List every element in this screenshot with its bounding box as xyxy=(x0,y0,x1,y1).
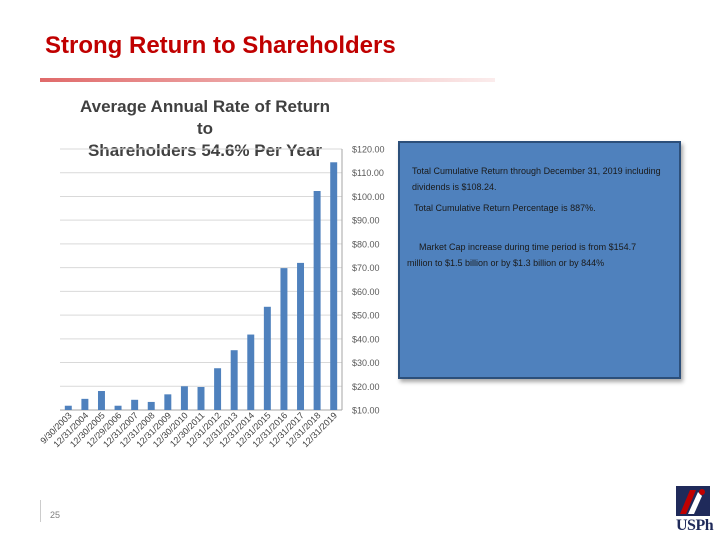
title-rule xyxy=(40,78,495,82)
note-market-cap: Market Cap increase during time period i… xyxy=(407,242,637,268)
y-tick-label: $50.00 xyxy=(352,311,380,321)
y-tick-label: $60.00 xyxy=(352,287,380,297)
page-number: 25 xyxy=(50,510,61,520)
bar xyxy=(180,386,188,410)
bar xyxy=(230,350,238,410)
chart-title-line-1: Average Annual Rate of Return to xyxy=(79,97,330,138)
bar xyxy=(81,398,89,410)
bar xyxy=(297,262,305,410)
y-tick-label: $90.00 xyxy=(352,216,380,226)
logo-text: USPh xyxy=(676,517,714,534)
y-tick-label: $100.00 xyxy=(352,192,385,202)
note-box: Total Cumulative Return through December… xyxy=(398,141,681,379)
bar xyxy=(263,306,271,410)
y-tick-label: $20.00 xyxy=(352,382,380,392)
bar xyxy=(131,399,139,410)
bar xyxy=(147,401,155,410)
footer-divider xyxy=(40,500,41,522)
bar xyxy=(97,391,105,410)
y-tick-label: $70.00 xyxy=(352,263,380,273)
y-tick-label: $80.00 xyxy=(352,239,380,249)
chart-title-line-2: Shareholders 54.6% Per Year xyxy=(87,141,323,160)
y-tick-label: $30.00 xyxy=(352,358,380,368)
y-tick-label: $120.00 xyxy=(352,145,385,155)
note-total-return: Total Cumulative Return through December… xyxy=(412,166,661,192)
note-return-percentage: Total Cumulative Return Percentage is 88… xyxy=(414,203,596,213)
bar xyxy=(280,268,288,410)
bar xyxy=(330,162,338,410)
bar xyxy=(114,405,122,410)
bar xyxy=(164,394,172,410)
usph-logo-icon xyxy=(676,486,710,516)
y-tick-label: $40.00 xyxy=(352,334,380,344)
chart-title: Average Annual Rate of Return to Shareho… xyxy=(70,96,340,162)
y-tick-label: $10.00 xyxy=(352,406,380,416)
bar xyxy=(214,368,222,410)
bar xyxy=(247,334,255,410)
y-tick-label: $110.00 xyxy=(352,168,384,178)
slide-title: Strong Return to Shareholders xyxy=(45,32,396,59)
bar xyxy=(197,386,205,410)
bar xyxy=(64,405,72,410)
bar xyxy=(313,190,321,410)
